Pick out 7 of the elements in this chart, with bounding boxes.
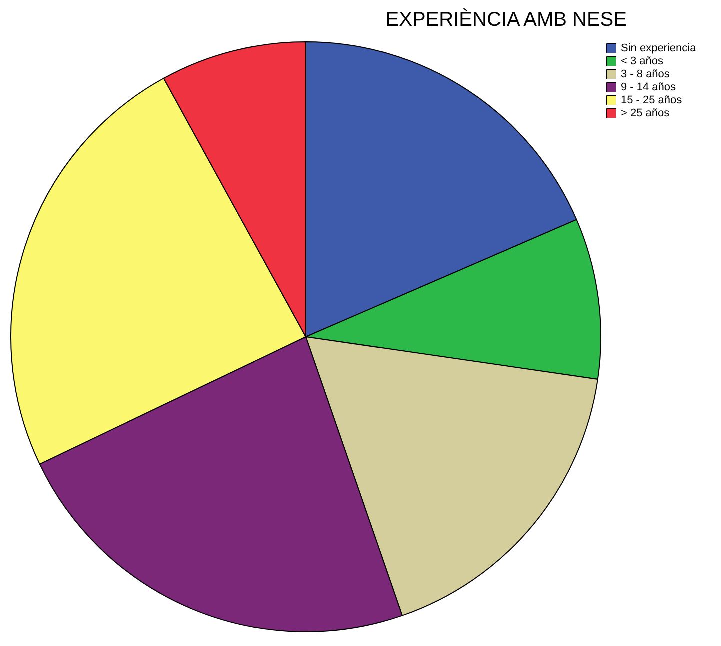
legend-label: < 3 años [621, 56, 664, 68]
chart-title: EXPERIÈNCIA AMB NESE [386, 8, 627, 31]
legend-label: 9 - 14 años [621, 82, 677, 94]
legend-label: 3 - 8 años [621, 68, 670, 80]
legend-label: > 25 años [621, 108, 670, 120]
legend-label: Sin experiencia [621, 42, 698, 54]
legend-label: 15 - 25 años [621, 94, 683, 106]
